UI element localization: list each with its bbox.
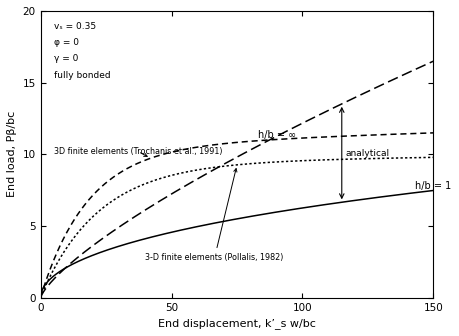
Text: φ = 0: φ = 0 xyxy=(54,38,78,47)
Text: γ = 0: γ = 0 xyxy=(54,54,78,63)
Text: fully bonded: fully bonded xyxy=(54,71,110,80)
Text: h/b = 1: h/b = 1 xyxy=(414,180,450,191)
Text: 3D finite elements (Trochanis et al., 1991): 3D finite elements (Trochanis et al., 19… xyxy=(54,147,222,156)
Text: vₛ = 0.35: vₛ = 0.35 xyxy=(54,23,95,31)
X-axis label: End displacement, k’_s w/bc: End displacement, k’_s w/bc xyxy=(158,318,315,329)
Text: analytical: analytical xyxy=(345,149,389,158)
Text: 3-D finite elements (Pollalis, 1982): 3-D finite elements (Pollalis, 1982) xyxy=(145,169,283,262)
Y-axis label: End load, Pβ/bc: End load, Pβ/bc xyxy=(7,111,17,198)
Text: h/b = ∞: h/b = ∞ xyxy=(257,130,296,140)
